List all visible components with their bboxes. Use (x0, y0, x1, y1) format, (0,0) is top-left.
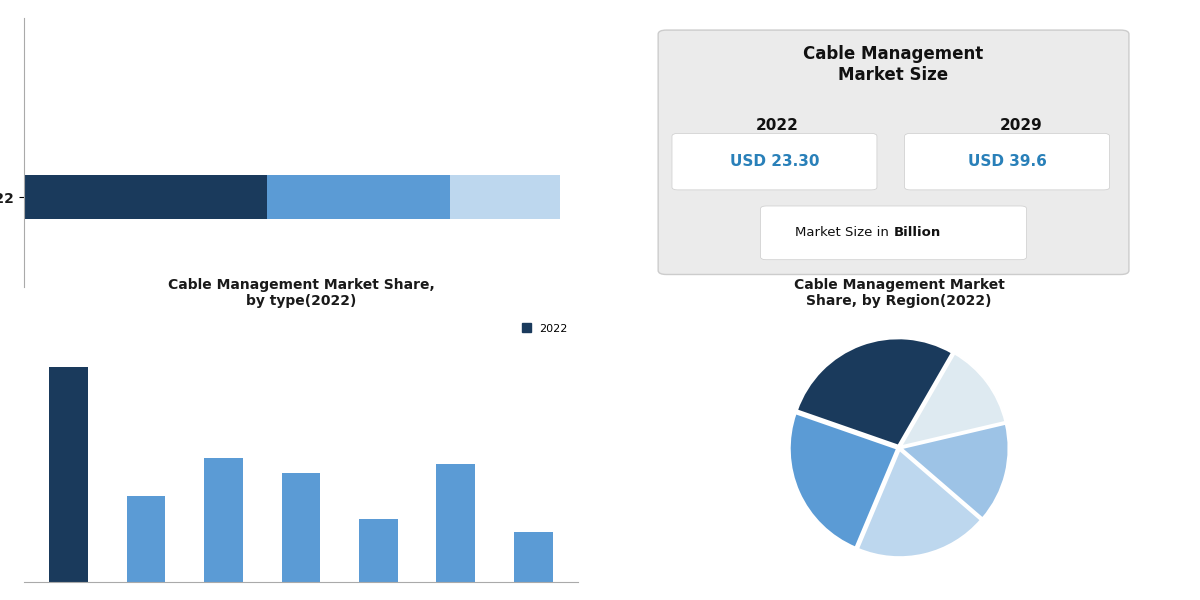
FancyBboxPatch shape (672, 133, 877, 190)
Bar (49, 367, 88, 582)
Text: USD 39.6: USD 39.6 (967, 154, 1046, 169)
Wedge shape (790, 413, 898, 548)
FancyBboxPatch shape (658, 30, 1129, 274)
FancyBboxPatch shape (905, 133, 1110, 190)
Text: 2022: 2022 (756, 118, 799, 133)
Bar (359, 518, 397, 582)
Wedge shape (858, 450, 980, 557)
Text: Cable Management
Market Size: Cable Management Market Size (804, 45, 984, 83)
Bar (127, 496, 166, 582)
Bar (268, 175, 450, 220)
Text: Billion: Billion (894, 226, 941, 239)
FancyBboxPatch shape (761, 206, 1026, 260)
Title: Cable Management Market Share,
by type(2022): Cable Management Market Share, by type(2… (168, 278, 434, 308)
Text: Market Size in: Market Size in (796, 226, 894, 239)
Bar (24, 175, 268, 220)
Title: Cable Management Market
Share, by Region(2022): Cable Management Market Share, by Region… (793, 278, 1004, 308)
Text: USD 23.30: USD 23.30 (730, 154, 820, 169)
Wedge shape (901, 353, 1006, 446)
Bar (437, 464, 475, 582)
Wedge shape (797, 338, 952, 446)
Bar (282, 473, 320, 582)
Wedge shape (901, 424, 1008, 518)
Legend: India, China, Russia: India, China, Russia (214, 321, 389, 340)
Bar (204, 458, 242, 582)
Legend: 2022: 2022 (517, 319, 572, 338)
Text: 2029: 2029 (1000, 118, 1043, 133)
Bar (450, 175, 559, 220)
Bar (514, 532, 553, 582)
